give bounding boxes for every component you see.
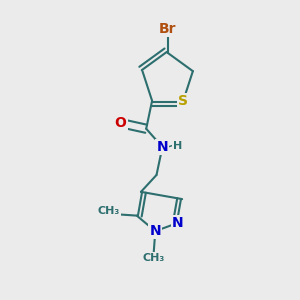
Text: S: S [178,94,188,108]
Text: CH₃: CH₃ [143,253,165,262]
Text: Br: Br [159,22,176,36]
Text: O: O [115,116,127,130]
Text: N: N [172,216,184,230]
Text: N: N [157,140,168,154]
Text: CH₃: CH₃ [98,206,120,216]
Text: N: N [149,224,161,238]
Text: H: H [173,140,182,151]
